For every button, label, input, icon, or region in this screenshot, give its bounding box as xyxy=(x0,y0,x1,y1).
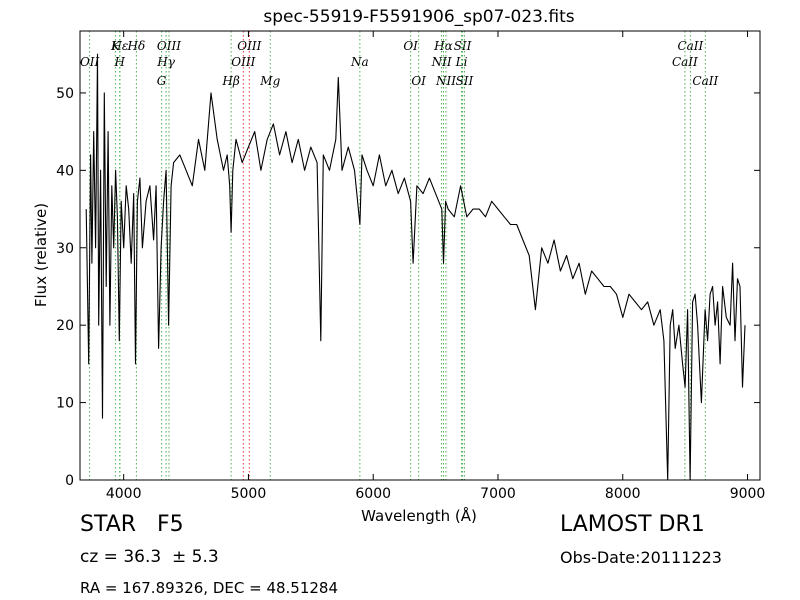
spectral-line-label: CaII xyxy=(692,74,718,88)
spectral-line-label: NII xyxy=(435,74,456,88)
y-tick-label: 0 xyxy=(65,473,74,489)
spectral-line-label: OI xyxy=(411,74,426,88)
spectrum-series xyxy=(85,53,746,481)
spectral-line-label: Hγ xyxy=(156,55,175,69)
spectral-line-label: SII xyxy=(456,74,474,88)
spectral-line-label: Hα xyxy=(433,39,453,53)
object-class-label: STAR F5 xyxy=(80,512,184,537)
spectral-line-label: Hδ xyxy=(127,39,146,53)
coordinates-label: RA = 167.89326, DEC = 48.51284 xyxy=(80,579,339,597)
y-axis-label: Flux (relative) xyxy=(32,203,50,307)
survey-label: LAMOST DR1 xyxy=(560,512,705,537)
x-tick-label: 5000 xyxy=(231,486,267,502)
spectral-line-label: OIII xyxy=(237,39,261,53)
x-axis-label: Wavelength (Å) xyxy=(361,506,477,525)
spectral-line-label: CaII xyxy=(677,39,703,53)
x-tick-label: 4000 xyxy=(106,486,142,502)
spectrum-line xyxy=(85,53,746,481)
spectral-line-label: OII xyxy=(80,55,100,69)
spectral-line-label: G xyxy=(157,74,167,88)
redshift-label: cz = 36.3 ± 5.3 xyxy=(80,547,219,567)
plot-frame xyxy=(79,30,761,481)
spectral-line-label: Li xyxy=(455,55,468,69)
spectral-line-label: OI xyxy=(403,39,418,53)
spectral-line-label: K xyxy=(110,39,121,53)
chart-title: spec-55919-F5591906_sp07-023.fits xyxy=(263,7,574,27)
x-tick-label: 8000 xyxy=(605,486,641,502)
y-axis-ticks: 0 10 20 30 40 50 xyxy=(56,86,760,489)
spectral-line-label: OIII xyxy=(157,39,181,53)
spectral-line-label: H xyxy=(113,55,125,69)
x-axis-ticks: 4000 5000 6000 7000 8000 9000 xyxy=(106,31,765,502)
spectral-line-label: OIII xyxy=(231,55,255,69)
spectral-line-label: NII xyxy=(431,55,452,69)
x-tick-label: 9000 xyxy=(730,486,766,502)
y-tick-label: 50 xyxy=(56,86,74,102)
y-tick-label: 10 xyxy=(56,396,74,412)
spectral-line-label: Na xyxy=(350,55,369,69)
spectral-line-label: CaII xyxy=(672,55,698,69)
y-tick-label: 30 xyxy=(56,241,74,257)
spectral-line-label: Mg xyxy=(259,74,280,88)
x-tick-label: 7000 xyxy=(480,486,516,502)
y-tick-label: 20 xyxy=(56,318,74,334)
spectral-line-label: Hε xyxy=(110,39,128,53)
spectral-line-label: SII xyxy=(454,39,472,53)
spectral-line-label: Hβ xyxy=(221,74,239,88)
y-tick-label: 40 xyxy=(56,163,74,179)
x-tick-label: 6000 xyxy=(355,486,391,502)
obs-date-label: Obs-Date:20111223 xyxy=(560,548,722,567)
